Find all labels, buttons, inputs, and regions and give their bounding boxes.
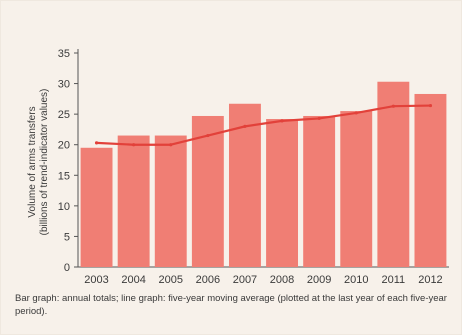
moving-average-point	[169, 143, 173, 147]
bar-line-chart: 0 5 10 15 20 25 30 35 2003 2004 2005 2006 2007 2008 20…	[27, 48, 449, 286]
bar	[266, 119, 299, 267]
y-tick-label: 15	[58, 170, 70, 182]
moving-average-point	[206, 133, 210, 138]
moving-average-point	[94, 141, 99, 145]
x-tick-label: 2008	[270, 274, 294, 286]
bar	[303, 115, 336, 267]
x-tick-label: 2005	[159, 274, 183, 286]
bar	[117, 135, 150, 267]
x-tick-label: 2007	[233, 274, 257, 286]
x-tick-label: 2004	[121, 274, 145, 286]
y-axis-label: Volume of arms transfers	[27, 106, 38, 217]
y-tick-label: 5	[64, 231, 70, 243]
bar	[228, 103, 261, 268]
bar	[191, 115, 224, 267]
moving-average-point	[428, 103, 433, 108]
y-tick-label: 30	[58, 79, 70, 91]
moving-average-point	[391, 104, 395, 108]
moving-average-point	[317, 116, 321, 121]
bar	[154, 135, 187, 267]
x-tick-label: 2010	[344, 274, 368, 286]
y-tick-label: 35	[58, 48, 70, 60]
bar	[80, 147, 113, 267]
x-tick-label: 2011	[382, 274, 406, 286]
x-tick-label: 2009	[307, 274, 331, 286]
y-tick-label: 0	[64, 262, 70, 274]
bar	[377, 81, 410, 267]
bar	[340, 111, 373, 267]
bar	[414, 93, 447, 267]
moving-average-point	[243, 124, 247, 128]
x-tick-label: 2012	[418, 274, 442, 286]
x-tick-label: 2006	[196, 274, 220, 286]
y-axis-sublabel: (billions of trend-indicator values)	[39, 89, 50, 236]
x-tick-label: 2003	[84, 274, 108, 286]
y-tick-label: 20	[58, 140, 70, 152]
chart-caption: Bar graph: annual totals; line graph: fi…	[15, 293, 447, 317]
moving-average-point	[132, 143, 136, 147]
y-tick-label: 10	[58, 201, 70, 213]
moving-average-point	[280, 119, 284, 123]
y-tick-label: 25	[58, 109, 70, 121]
moving-average-point	[354, 111, 358, 115]
moving-average-line	[95, 104, 432, 146]
